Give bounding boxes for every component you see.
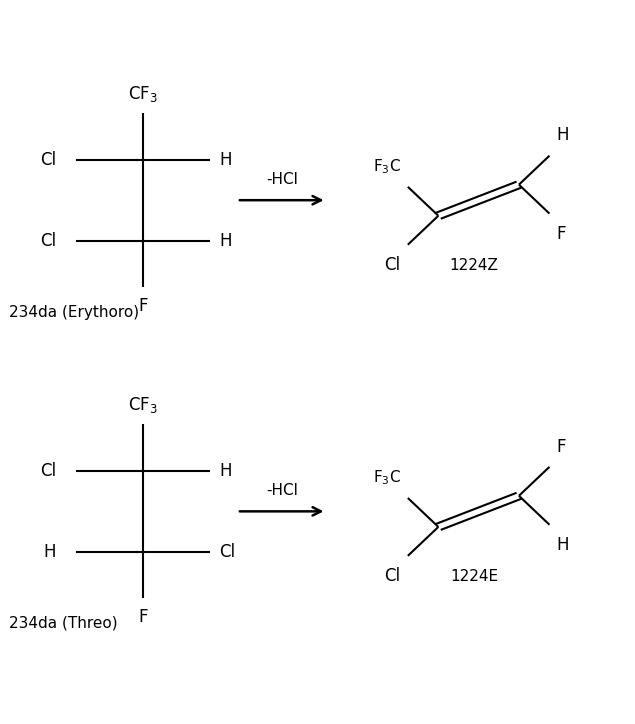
Text: 1224E: 1224E (450, 569, 498, 584)
Text: 234da (Threo): 234da (Threo) (9, 616, 117, 631)
Text: Cl: Cl (385, 567, 401, 585)
Text: H: H (44, 543, 56, 561)
Text: F$_3$C: F$_3$C (373, 468, 401, 487)
Text: Cl: Cl (40, 232, 56, 250)
Text: Cl: Cl (40, 151, 56, 169)
Text: F$_3$C: F$_3$C (373, 157, 401, 176)
Text: H: H (219, 232, 232, 250)
Text: H: H (219, 151, 232, 169)
Text: H: H (557, 127, 569, 145)
Text: F: F (557, 224, 566, 243)
Text: -HCl: -HCl (266, 483, 298, 497)
Text: F: F (557, 438, 566, 455)
Text: H: H (557, 536, 569, 554)
Text: Cl: Cl (385, 256, 401, 274)
Text: F: F (138, 608, 148, 626)
Text: Cl: Cl (40, 462, 56, 480)
Text: 234da (Erythoro): 234da (Erythoro) (9, 305, 139, 320)
Text: Cl: Cl (219, 543, 235, 561)
Text: H: H (219, 462, 232, 480)
Text: CF$_3$: CF$_3$ (128, 395, 158, 415)
Text: 1224Z: 1224Z (450, 258, 498, 273)
Text: F: F (138, 297, 148, 315)
Text: CF$_3$: CF$_3$ (128, 84, 158, 104)
Text: -HCl: -HCl (266, 172, 298, 187)
